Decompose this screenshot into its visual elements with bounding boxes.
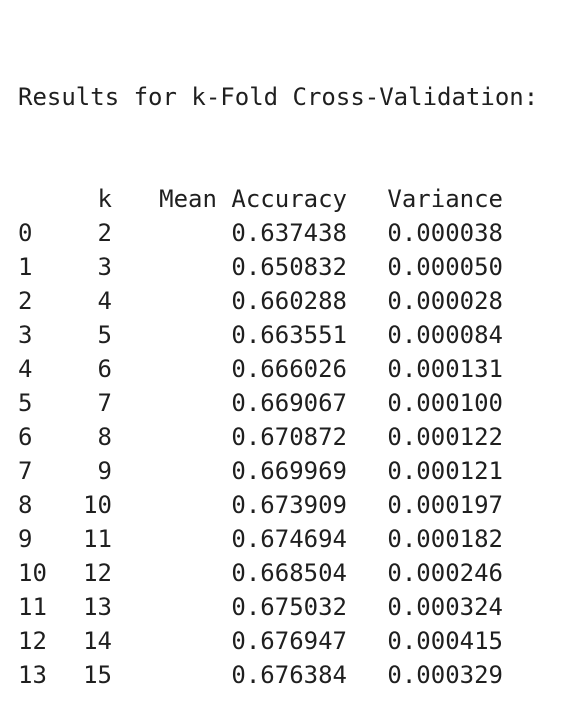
row-index: 1: [18, 253, 33, 281]
cell-k: 2: [97, 219, 112, 247]
row-index: 11: [18, 593, 47, 621]
cell-mean-accuracy: 0.650832: [231, 253, 347, 281]
cell-mean-accuracy: 0.637438: [231, 219, 347, 247]
cell-mean-accuracy: 0.675032: [231, 593, 347, 621]
cell-k: 3: [97, 253, 112, 281]
cell-k: 10: [83, 491, 112, 519]
column-header-k: k: [97, 185, 112, 213]
cell-mean-accuracy: 0.673909: [231, 491, 347, 519]
cell-mean-accuracy: 0.676384: [231, 661, 347, 689]
table-header-row: k Mean Accuracy Variance: [18, 182, 503, 216]
row-index: 2: [18, 287, 33, 315]
row-index: 0: [18, 219, 33, 247]
cell-k: 14: [83, 627, 112, 655]
cell-output: Results for k-Fold Cross-Validation: k M…: [18, 12, 538, 726]
cell-variance: 0.000182: [387, 525, 503, 553]
cell-k: 11: [83, 525, 112, 553]
table-row: 0 2 0.637438 0.000038: [18, 216, 503, 250]
table-row: 1 3 0.650832 0.000050: [18, 250, 503, 284]
table-row: 7 9 0.669969 0.000121: [18, 454, 503, 488]
row-index: 13: [18, 661, 47, 689]
column-header-variance: Variance: [387, 185, 503, 213]
cell-mean-accuracy: 0.660288: [231, 287, 347, 315]
cell-variance: 0.000246: [387, 559, 503, 587]
table-row: 8 10 0.673909 0.000197: [18, 488, 503, 522]
cell-variance: 0.000324: [387, 593, 503, 621]
table-row: 13 15 0.676384 0.000329: [18, 658, 503, 692]
table-row: 6 8 0.670872 0.000122: [18, 420, 503, 454]
cell-variance: 0.000100: [387, 389, 503, 417]
index-header: [18, 182, 62, 216]
cell-mean-accuracy: 0.674694: [231, 525, 347, 553]
row-index: 3: [18, 321, 33, 349]
table-row: 11 13 0.675032 0.000324: [18, 590, 503, 624]
cell-variance: 0.000329: [387, 661, 503, 689]
row-index: 12: [18, 627, 47, 655]
column-header-mean-accuracy: Mean Accuracy: [159, 185, 347, 213]
table-row: 5 7 0.669067 0.000100: [18, 386, 503, 420]
cell-variance: 0.000084: [387, 321, 503, 349]
cell-mean-accuracy: 0.666026: [231, 355, 347, 383]
table-body: 0 2 0.637438 0.000038 1 3 0.650832 0.000050 2 4 0.…: [18, 216, 503, 692]
cell-k: 8: [97, 423, 112, 451]
cell-mean-accuracy: 0.669067: [231, 389, 347, 417]
table-row: 9 11 0.674694 0.000182: [18, 522, 503, 556]
cell-k: 12: [83, 559, 112, 587]
cell-mean-accuracy: 0.670872: [231, 423, 347, 451]
table-row: 2 4 0.660288 0.000028: [18, 284, 503, 318]
cell-variance: 0.000197: [387, 491, 503, 519]
cell-k: 15: [83, 661, 112, 689]
cell-mean-accuracy: 0.663551: [231, 321, 347, 349]
row-index: 10: [18, 559, 47, 587]
cell-k: 5: [97, 321, 112, 349]
row-index: 8: [18, 491, 33, 519]
cell-variance: 0.000121: [387, 457, 503, 485]
cell-k: 13: [83, 593, 112, 621]
row-index: 7: [18, 457, 33, 485]
cell-variance: 0.000122: [387, 423, 503, 451]
notebook-output-area: { "output": { "title": "Results for k-Fo…: [18, 83, 539, 689]
row-index: 6: [18, 423, 33, 451]
cell-k: 6: [97, 355, 112, 383]
row-index: 5: [18, 389, 33, 417]
row-index: 4: [18, 355, 33, 383]
table-row: 12 14 0.676947 0.000415: [18, 624, 503, 658]
cell-mean-accuracy: 0.676947: [231, 627, 347, 655]
row-index: 9: [18, 525, 33, 553]
table-row: 10 12 0.668504 0.000246: [18, 556, 503, 590]
cell-variance: 0.000038: [387, 219, 503, 247]
cell-k: 9: [97, 457, 112, 485]
cell-variance: 0.000028: [387, 287, 503, 315]
table-row: 3 5 0.663551 0.000084: [18, 318, 503, 352]
cell-variance: 0.000050: [387, 253, 503, 281]
cell-k: 7: [97, 389, 112, 417]
cell-mean-accuracy: 0.668504: [231, 559, 347, 587]
results-dataframe: k Mean Accuracy Variance 0 2 0.637438 0.000…: [18, 182, 503, 692]
cell-variance: 0.000415: [387, 627, 503, 655]
table-row: 4 6 0.666026 0.000131: [18, 352, 503, 386]
cell-variance: 0.000131: [387, 355, 503, 383]
cell-mean-accuracy: 0.669969: [231, 457, 347, 485]
output-title: Results for k-Fold Cross-Validation:: [18, 83, 539, 111]
cell-k: 4: [97, 287, 112, 315]
